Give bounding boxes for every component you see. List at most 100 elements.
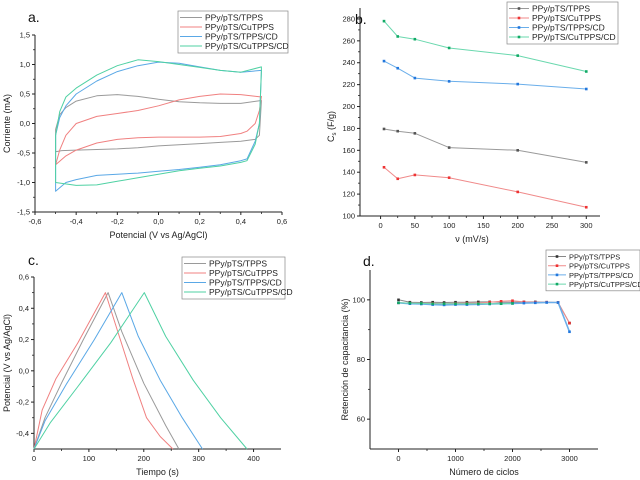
legend-marker <box>517 7 521 10</box>
data-point <box>454 302 457 306</box>
x-tick-label: 0 <box>32 454 36 463</box>
data-point <box>382 165 386 169</box>
x-tick-label: 0,0 <box>153 217 163 226</box>
data-point <box>584 161 588 164</box>
data-point <box>397 298 400 302</box>
y-tick-label: 120 <box>342 190 355 199</box>
data-point <box>499 302 503 306</box>
y-tick-label: 280 <box>342 14 355 23</box>
y-tick-label: 0,5 <box>20 90 30 99</box>
series-line-3 <box>55 59 262 186</box>
panel-b: b. 0 50 100 150 200 250 300 100 120 140 160 180 200 22… <box>326 1 619 244</box>
data-point <box>465 302 469 306</box>
y-label-main: C <box>326 135 336 142</box>
x-tick-label: 300 <box>580 221 593 230</box>
legend-label: PPy/pTS/TPPS <box>205 13 263 23</box>
data-point <box>382 127 386 131</box>
legend-label: PPy/pTS/TPPS/CD <box>205 32 278 42</box>
y-tick-label: 0,0 <box>20 119 30 128</box>
y-tick-label: -0,5 <box>17 149 30 158</box>
legend-label: PPy/pTS/CuTPPS <box>205 22 274 32</box>
x-tick-label: 400 <box>247 454 260 463</box>
x-tick-label: 2000 <box>504 454 521 463</box>
y-tick-label: 0,0 <box>19 366 29 375</box>
y-tick-label: 240 <box>342 58 355 67</box>
data-point <box>447 146 451 149</box>
legend-label: PPy/pTS/CuTPPS/CD <box>532 32 616 42</box>
legend-marker <box>517 26 521 29</box>
data-point <box>584 205 588 209</box>
x-tick-label: 300 <box>192 454 205 463</box>
series-line-0 <box>55 94 262 153</box>
data-point <box>522 301 526 305</box>
y-tick-label: -0,2 <box>16 398 29 407</box>
data-point <box>396 177 400 181</box>
data-point <box>568 330 571 334</box>
legend-label: PPy/pTS/CuTPPS <box>569 262 630 271</box>
panel-label: b. <box>355 11 367 27</box>
legend-label: PPy/pTS/TPPS <box>532 4 590 14</box>
y-tick-label: 260 <box>342 36 355 45</box>
y-axis-label: Corriente (mA) <box>2 94 12 153</box>
series-line-3 <box>33 292 248 450</box>
y-tick-label: 60 <box>357 415 365 424</box>
data-point <box>556 301 560 304</box>
x-tick-label: 50 <box>411 221 419 230</box>
x-tick-label: 0,6 <box>277 217 287 226</box>
legend-label: PPy/pTS/CuTPPS/CD <box>205 41 289 51</box>
series-line-1 <box>55 93 262 166</box>
data-point <box>413 132 417 135</box>
legend-label: PPy/pTS/CuTPPS/CD <box>569 280 640 289</box>
data-point <box>488 302 491 306</box>
panel-label: c. <box>28 252 39 268</box>
y-tick-label: 1,5 <box>20 31 30 40</box>
y-axis-label: Cs (F/g) <box>326 111 338 142</box>
data-point <box>447 46 451 50</box>
data-point <box>516 149 520 152</box>
data-point <box>396 35 400 38</box>
series-line-3 <box>383 20 587 72</box>
panel-a: a. -0,6 -0,4 -0,2 0,0 0,2 0,4 0,6 -1,5 -1,0 -0,5 0,… <box>2 9 289 240</box>
x-axis-label: ν (mV/s) <box>455 234 489 244</box>
y-tick-label: 220 <box>342 80 355 89</box>
data-point <box>584 70 588 73</box>
x-tick-label: 0,2 <box>194 217 204 226</box>
legend-label: PPy/pTS/TPPS/CD <box>209 278 282 288</box>
y-tick-label: -1,5 <box>17 208 30 217</box>
data-point <box>420 302 423 305</box>
data-point <box>516 82 520 86</box>
legend-label: PPy/pTS/CuTPPS <box>209 268 278 278</box>
data-point <box>447 80 451 83</box>
data-point <box>396 129 400 133</box>
x-tick-label: 200 <box>511 221 524 230</box>
x-tick-label: 0 <box>396 454 400 463</box>
x-tick-label: -0,4 <box>70 217 83 226</box>
data-point <box>382 59 386 63</box>
data-point <box>511 299 514 303</box>
legend-label: PPy/pTS/TPPS/CD <box>532 23 605 33</box>
data-point <box>382 19 386 23</box>
data-point <box>568 321 571 325</box>
y-tick-label: 0,4 <box>19 304 29 313</box>
y-tick-label: 80 <box>357 355 365 364</box>
panel-d: d. 0 1000 2000 3000 60 80 100 Número de ciclos Re… <box>340 249 640 477</box>
legend-label: PPy/pTS/TPPS <box>209 259 267 269</box>
legend-marker <box>555 255 559 258</box>
data-point <box>488 300 491 304</box>
y-axis-label: Retención de capacitancia (%) <box>340 298 350 420</box>
data-point <box>413 173 417 177</box>
x-tick-label: 0,4 <box>236 217 246 226</box>
data-point <box>584 87 588 91</box>
data-point <box>511 302 514 305</box>
series-line-2 <box>33 292 203 450</box>
y-tick-label: 100 <box>342 212 355 221</box>
panel-label: a. <box>28 9 40 25</box>
x-tick-label: 1000 <box>447 454 464 463</box>
legend-label: PPy/pTS/TPPS/CD <box>569 271 634 280</box>
x-tick-label: 0 <box>378 221 382 230</box>
x-tick-label: 3000 <box>561 454 578 463</box>
x-tick-label: 200 <box>138 454 151 463</box>
y-tick-label: 0,2 <box>19 335 29 344</box>
y-tick-label: 180 <box>342 124 355 133</box>
